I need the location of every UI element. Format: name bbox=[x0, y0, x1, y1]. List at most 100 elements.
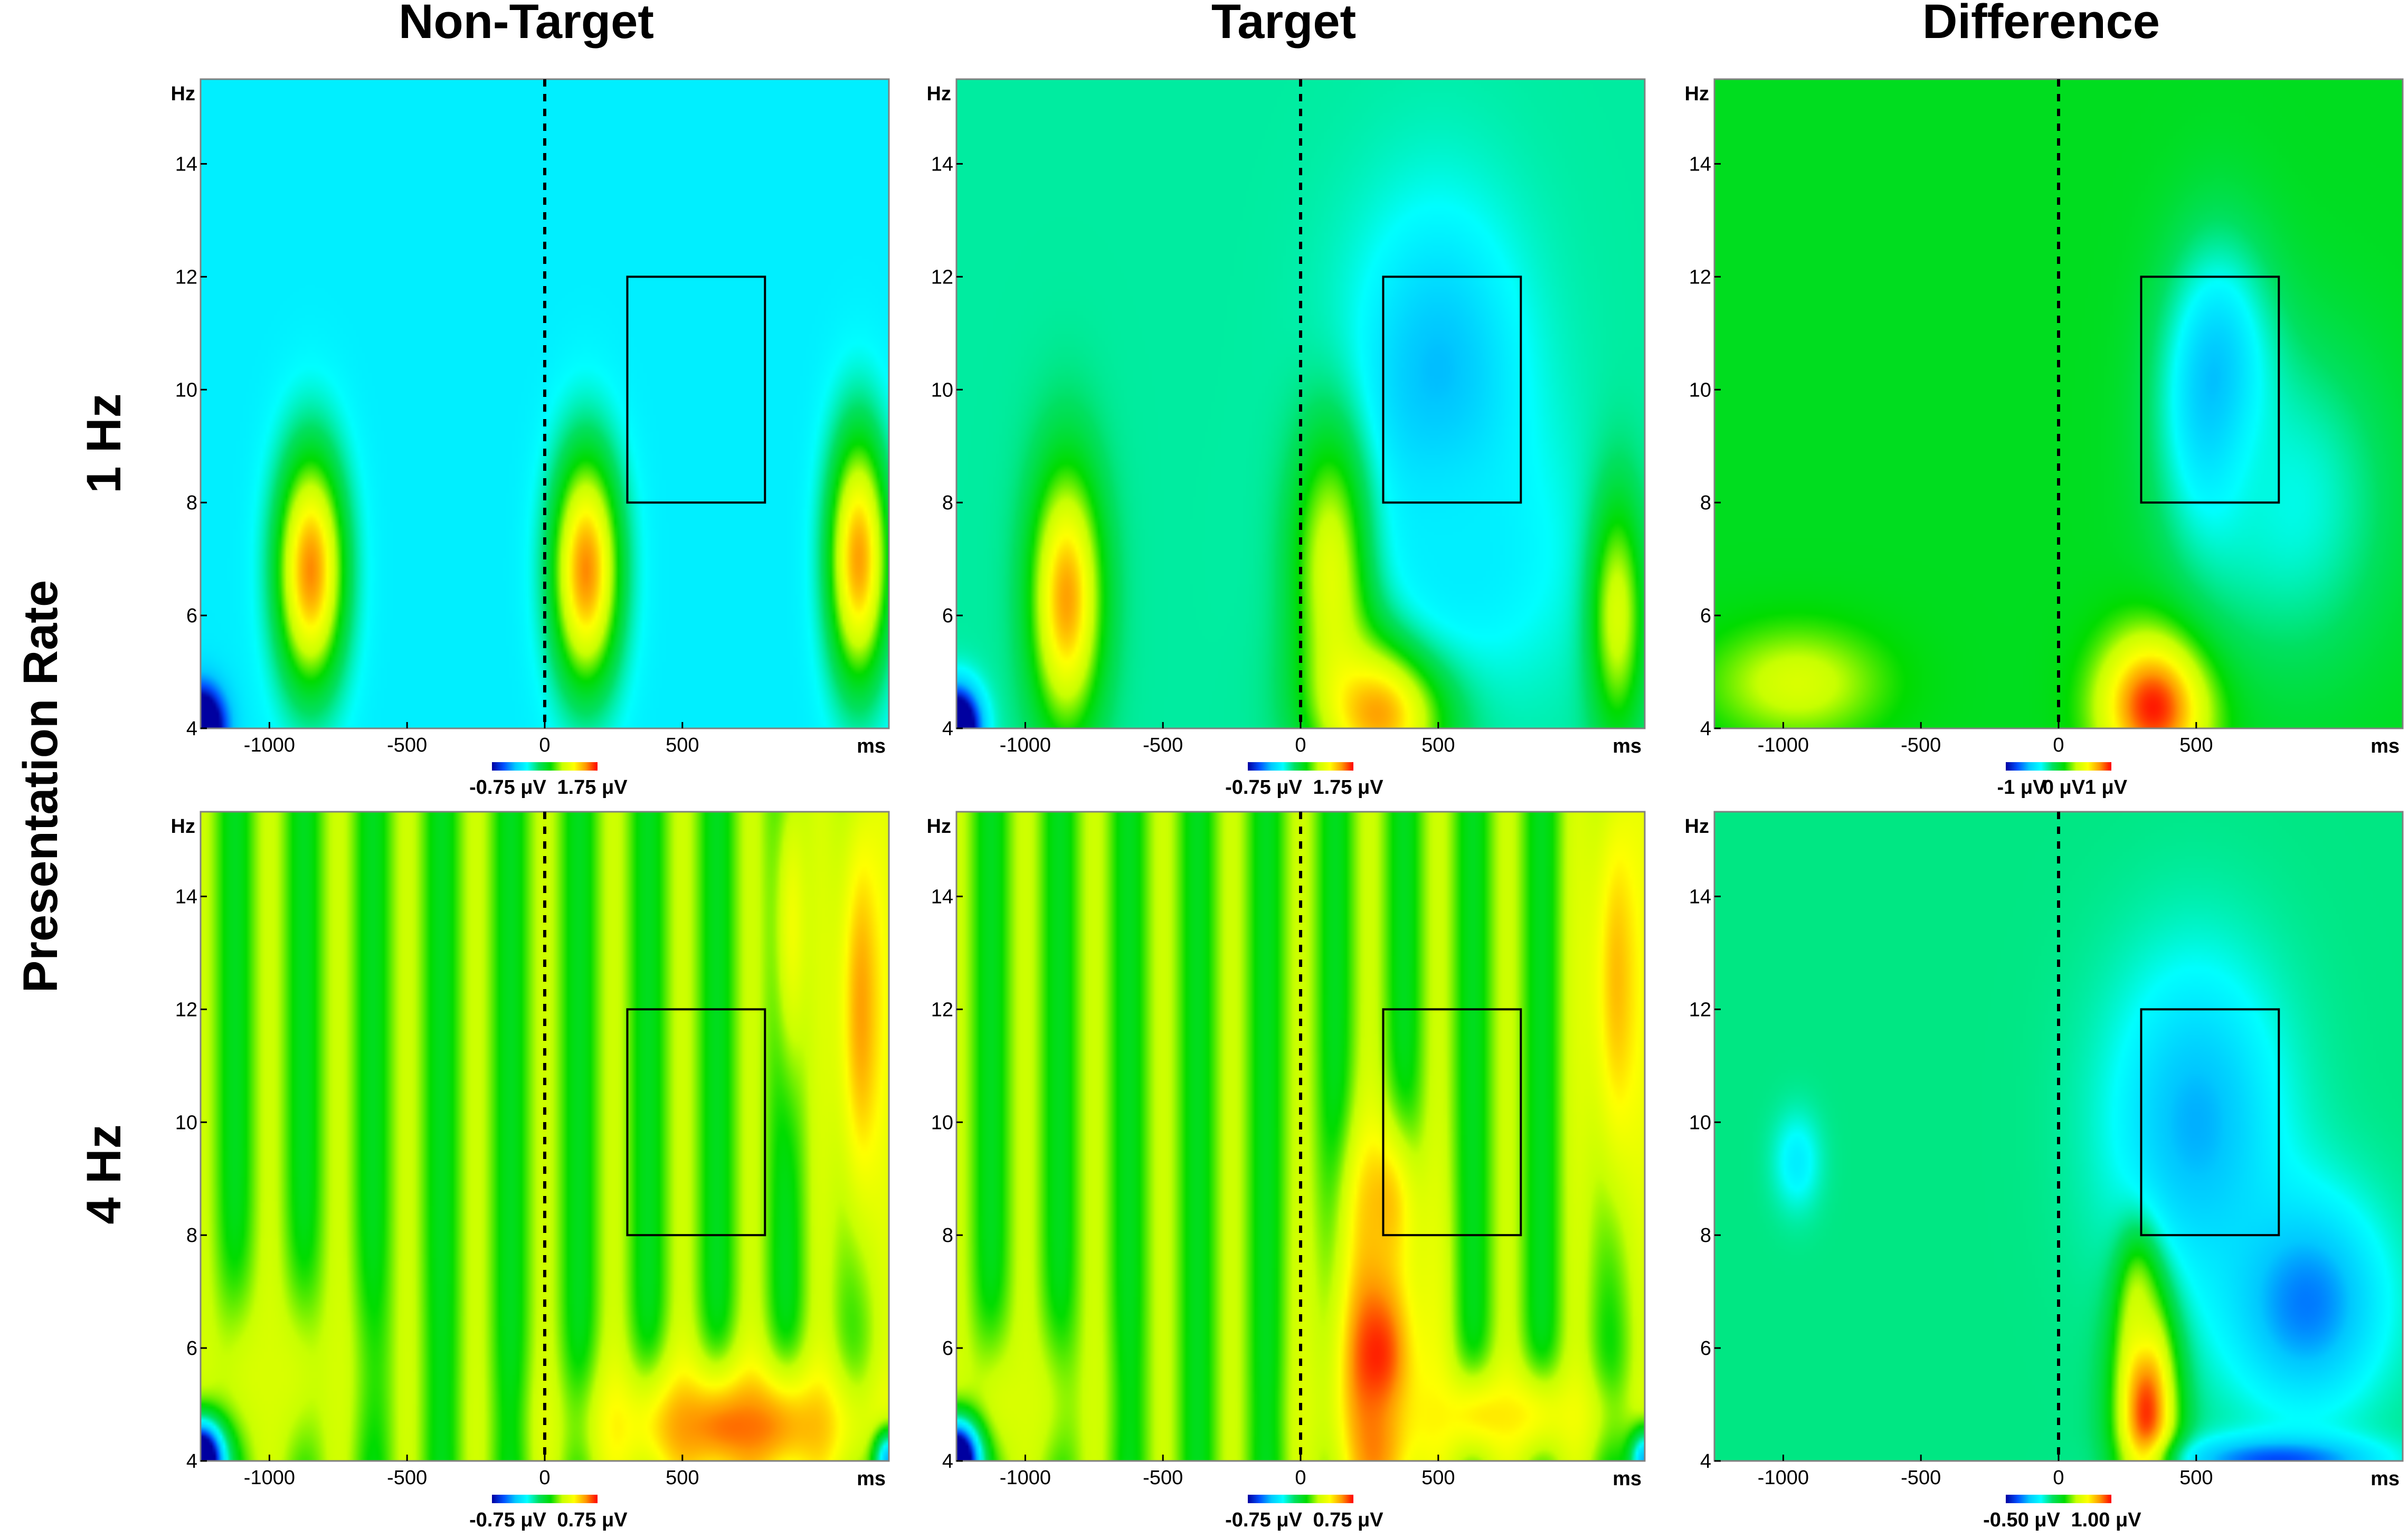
x-tick-label: 500 bbox=[2179, 1467, 2213, 1489]
heatmap-panel-nontarget-1hz: 4 6 8 10 12 14 Hz -1000 -500 0 500 ms -0.75 μV 1.75 μ… bbox=[171, 78, 890, 799]
y-tick-label: 12 bbox=[1689, 999, 1711, 1021]
x-tick-label: 0 bbox=[539, 734, 550, 756]
roi-rectangle bbox=[2140, 276, 2280, 504]
y-tick-label: 6 bbox=[186, 605, 197, 627]
y-tick-label: 12 bbox=[1689, 266, 1711, 288]
colorbar-min-label: -0.75 μV bbox=[1225, 1509, 1302, 1531]
heatmap-panel-difference-1hz: 4 6 8 10 12 14 Hz -1000 -500 0 500 ms -1 μV0 μV 1 μV bbox=[1685, 78, 2404, 799]
y-tick-label: 10 bbox=[1689, 379, 1711, 401]
x-tick-label: -1000 bbox=[244, 1467, 295, 1489]
x-tick-label: 500 bbox=[1421, 1467, 1455, 1489]
y-tick-label: 14 bbox=[1689, 886, 1711, 908]
x-tick-label: 0 bbox=[1295, 734, 1306, 756]
colorbar-max-label: 1.00 μV bbox=[2071, 1509, 2141, 1531]
x-tick-label: 500 bbox=[1421, 734, 1455, 756]
column-title-non-target: Non-Target bbox=[399, 0, 654, 49]
x-tick-label: 0 bbox=[1295, 1467, 1306, 1489]
x-axis-unit: ms bbox=[1613, 1468, 1642, 1490]
x-tick-label: -1000 bbox=[244, 734, 295, 756]
y-axis-unit: Hz bbox=[1685, 83, 1709, 105]
y-tick-label: 8 bbox=[942, 1224, 953, 1247]
x-tick-label: -1000 bbox=[1758, 734, 1809, 756]
colorbar bbox=[1248, 762, 1353, 771]
y-tick-label: 10 bbox=[175, 1112, 197, 1134]
x-tick-label: 500 bbox=[666, 1467, 699, 1489]
y-tick-label: 10 bbox=[1689, 1112, 1711, 1134]
y-tick-label: 8 bbox=[186, 492, 197, 514]
y-tick-label: 12 bbox=[175, 266, 197, 288]
y-tick-label: 4 bbox=[942, 718, 953, 740]
y-tick-label: 10 bbox=[931, 379, 953, 401]
colorbar-max-label: 0.75 μV bbox=[557, 1509, 628, 1531]
x-axis-unit: ms bbox=[2371, 735, 2400, 757]
side-title-presentation-rate: Presentation Rate bbox=[14, 580, 68, 993]
x-tick-label: -500 bbox=[1143, 734, 1183, 756]
y-tick-label: 14 bbox=[175, 153, 197, 175]
row-title-4hz: 4 Hz bbox=[77, 1124, 131, 1224]
y-axis-unit: Hz bbox=[927, 83, 951, 105]
colorbar-min-label: -0.75 μV bbox=[1225, 776, 1302, 799]
panels: 4 6 8 10 12 14 Hz -1000 -500 0 500 ms -0.75 μV 1.75 μ… bbox=[171, 78, 2404, 1531]
roi-rectangle bbox=[2140, 1008, 2280, 1237]
y-tick-label: 8 bbox=[186, 1224, 197, 1247]
y-tick-label: 4 bbox=[1700, 1450, 1711, 1473]
y-tick-label: 12 bbox=[931, 999, 953, 1021]
colorbar bbox=[2006, 1495, 2111, 1503]
colorbar-max-label: 1.75 μV bbox=[557, 776, 628, 799]
colorbar-max-label: 0.75 μV bbox=[1313, 1509, 1383, 1531]
x-tick-label: 0 bbox=[2053, 734, 2064, 756]
y-tick-label: 4 bbox=[186, 1450, 197, 1473]
x-axis-unit: ms bbox=[857, 1468, 886, 1490]
y-axis-unit: Hz bbox=[171, 815, 195, 838]
x-tick-label: 500 bbox=[666, 734, 699, 756]
roi-rectangle bbox=[1382, 1008, 1522, 1237]
x-tick-label: -1000 bbox=[1000, 1467, 1051, 1489]
y-tick-label: 12 bbox=[931, 266, 953, 288]
colorbar bbox=[492, 762, 598, 771]
row-title-1hz: 1 Hz bbox=[77, 393, 131, 493]
column-title-target: Target bbox=[1211, 0, 1356, 49]
y-tick-label: 8 bbox=[1700, 1224, 1711, 1247]
colorbar bbox=[1248, 1495, 1353, 1503]
y-tick-label: 12 bbox=[175, 999, 197, 1021]
colorbar-max-label: 1 μV bbox=[2085, 776, 2128, 799]
colorbar-min-label: -1 μV bbox=[1997, 776, 2047, 799]
y-axis-unit: Hz bbox=[171, 83, 195, 105]
roi-rectangle bbox=[626, 276, 766, 504]
colorbar-max-label: 1.75 μV bbox=[1313, 776, 1383, 799]
colorbar-min-label: -0.50 μV bbox=[1983, 1509, 2060, 1531]
y-tick-label: 14 bbox=[931, 153, 953, 175]
x-axis-unit: ms bbox=[857, 735, 886, 757]
x-tick-label: -1000 bbox=[1000, 734, 1051, 756]
heatmap-panel-target-1hz: 4 6 8 10 12 14 Hz -1000 -500 0 500 ms -0.75 μV 1.75 μ… bbox=[927, 78, 1646, 799]
colorbar bbox=[2006, 762, 2111, 771]
x-tick-label: -500 bbox=[1901, 734, 1941, 756]
heatmap-panel-nontarget-4hz: 4 6 8 10 12 14 Hz -1000 -500 0 500 ms -0.75 μV 0.75 μ… bbox=[171, 811, 890, 1531]
y-tick-label: 4 bbox=[186, 718, 197, 740]
colorbar-mid-label: 0 μV bbox=[2043, 776, 2085, 799]
x-tick-label: -1000 bbox=[1758, 1467, 1809, 1489]
x-tick-label: -500 bbox=[387, 734, 427, 756]
y-tick-label: 6 bbox=[942, 1337, 953, 1360]
colorbar bbox=[492, 1495, 598, 1503]
heatmap-panel-difference-4hz: 4 6 8 10 12 14 Hz -1000 -500 0 500 ms -0.50 μV 1.00 μ… bbox=[1685, 811, 2404, 1531]
x-tick-label: -500 bbox=[387, 1467, 427, 1489]
y-tick-label: 4 bbox=[1700, 718, 1711, 740]
y-tick-label: 14 bbox=[931, 886, 953, 908]
column-title-difference: Difference bbox=[1922, 0, 2160, 49]
x-axis-unit: ms bbox=[1613, 735, 1642, 757]
colorbar-min-label: -0.75 μV bbox=[469, 776, 546, 799]
x-tick-label: 0 bbox=[2053, 1467, 2064, 1489]
y-tick-label: 14 bbox=[175, 886, 197, 908]
y-tick-label: 10 bbox=[931, 1112, 953, 1134]
y-tick-label: 8 bbox=[1700, 492, 1711, 514]
x-tick-label: -500 bbox=[1143, 1467, 1183, 1489]
y-tick-label: 4 bbox=[942, 1450, 953, 1473]
roi-rectangle bbox=[1382, 276, 1522, 504]
y-tick-label: 8 bbox=[942, 492, 953, 514]
y-tick-label: 10 bbox=[175, 379, 197, 401]
x-tick-label: 500 bbox=[2179, 734, 2213, 756]
colorbar-min-label: -0.75 μV bbox=[469, 1509, 546, 1531]
y-tick-label: 6 bbox=[1700, 605, 1711, 627]
